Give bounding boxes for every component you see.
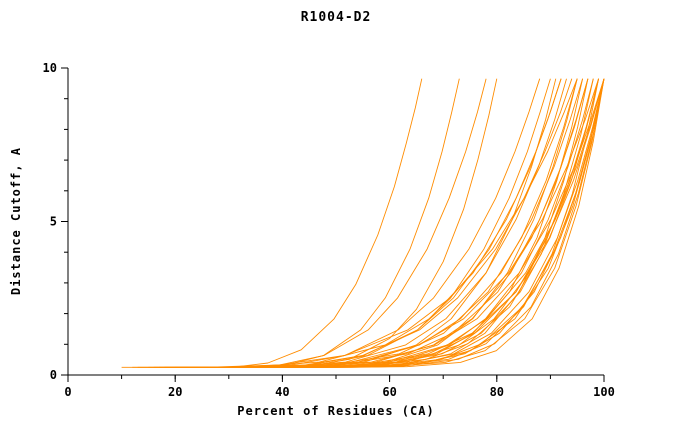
y-tick-label: 5 — [50, 215, 57, 229]
model-curve — [255, 78, 605, 368]
model-curve — [234, 78, 594, 368]
model-curve — [137, 78, 589, 368]
model-curve — [196, 78, 605, 368]
y-tick-label: 10 — [43, 61, 57, 75]
x-axis-label: Percent of Residues (CA) — [237, 404, 435, 418]
model-curve — [121, 78, 562, 368]
model-curve — [244, 78, 605, 368]
model-curve — [175, 78, 584, 368]
y-tick-label: 0 — [50, 368, 57, 382]
x-tick-label: 0 — [64, 385, 71, 399]
model-curve — [201, 78, 423, 368]
model-curve — [218, 78, 551, 368]
model-curve — [175, 78, 594, 368]
x-tick-label: 100 — [593, 385, 615, 399]
model-curve — [228, 78, 605, 368]
model-curve — [132, 78, 578, 368]
model-curve — [191, 78, 487, 368]
model-curve — [239, 78, 605, 368]
model-curve — [228, 78, 498, 368]
chart-title: R1004-D2 — [300, 10, 372, 25]
x-tick-label: 80 — [490, 385, 504, 399]
model-curve — [244, 78, 589, 368]
x-tick-label: 60 — [382, 385, 396, 399]
x-tick-label: 20 — [168, 385, 182, 399]
x-tick-label: 40 — [275, 385, 289, 399]
model-curve — [212, 78, 460, 368]
